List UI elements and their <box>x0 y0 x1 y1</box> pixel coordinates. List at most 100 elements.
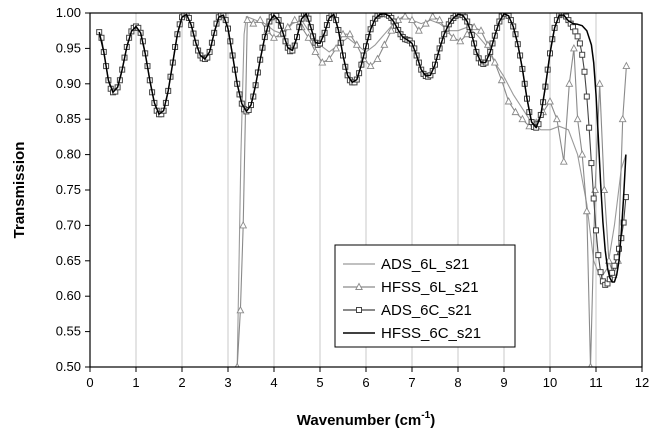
y-tick-label: 0.95 <box>56 40 81 55</box>
data-point-hfss-6l-s21 <box>401 13 410 20</box>
legend-marker-ads-6c-s21 <box>356 307 362 313</box>
data-point-ads-6c-s21 <box>586 124 593 131</box>
data-point-hfss-6l-s21 <box>270 33 278 41</box>
x-tick-label: 0 <box>86 375 93 390</box>
data-point-ads-6c-s21 <box>581 68 588 75</box>
y-tick-label: 0.85 <box>56 111 81 126</box>
data-point-hfss-6l-s21 <box>546 97 554 105</box>
x-tick-label: 6 <box>362 375 369 390</box>
data-point-hfss-6l-s21 <box>569 43 578 52</box>
data-point-hfss-6l-s21 <box>518 114 527 123</box>
data-point-hfss-6l-s21 <box>490 58 499 66</box>
data-point-ads-6c-s21 <box>609 269 616 276</box>
y-tick-label: 0.55 <box>56 324 81 339</box>
data-point-hfss-6l-s21 <box>449 33 458 41</box>
data-point-hfss-6l-s21 <box>595 79 604 87</box>
data-point-hfss-6l-s21 <box>428 13 437 20</box>
data-point-hfss-6l-s21 <box>435 15 444 24</box>
x-tick-label: 1 <box>132 375 139 390</box>
data-point-hfss-6l-s21 <box>373 54 382 62</box>
data-point-hfss-6l-s21 <box>290 15 299 24</box>
y-tick-label: 1.00 <box>56 5 81 20</box>
x-tick-label: 10 <box>543 375 557 390</box>
data-point-ads-6c-s21 <box>588 160 595 167</box>
legend-item-hfss-6c-s21: HFSS_6C_s21 <box>343 325 481 342</box>
data-point-ads-6c-s21 <box>597 269 604 276</box>
series-line-hfss-6l-s21 <box>236 15 627 367</box>
data-point-hfss-6l-s21 <box>318 58 327 66</box>
y-tick-label: 0.70 <box>56 217 81 232</box>
legend-label-hfss-6l-s21: HFSS_6L_s21 <box>381 279 479 296</box>
y-axis-title: Transmission <box>11 142 28 239</box>
legend-item-hfss-6l-s21: HFSS_6L_s21 <box>343 279 479 296</box>
data-point-hfss-6l-s21 <box>243 15 252 24</box>
x-axis-title-superscript: -1 <box>421 410 430 421</box>
data-point-hfss-6l-s21 <box>311 47 320 55</box>
x-tick-label: 8 <box>454 375 461 390</box>
data-point-hfss-6l-s21 <box>236 305 245 314</box>
y-tick-label: 0.90 <box>56 76 81 91</box>
x-tick-label: 7 <box>408 375 415 390</box>
data-point-hfss-6l-s21 <box>387 26 396 34</box>
axis-ticks: 0 1 2 3 4 5 6 7 8 9 10 11 120.500.550.600.650.700.75… <box>56 5 650 390</box>
data-point-ads-6c-s21 <box>576 40 583 47</box>
grid-lines <box>135 13 597 367</box>
x-tick-label: 3 <box>224 375 231 390</box>
data-point-hfss-6l-s21 <box>552 114 561 123</box>
x-tick-label: 11 <box>589 375 603 390</box>
series-layer <box>96 13 631 367</box>
data-point-hfss-6l-s21 <box>414 26 423 34</box>
legend: ADS_6L_s21 HFSS_6L_s21 ADS_6C_s21 HFSS_6C_s… <box>334 244 516 348</box>
data-point-hfss-6l-s21 <box>352 40 361 48</box>
data-point-hfss-6l-s21 <box>380 40 389 48</box>
data-point-hfss-6l-s21 <box>573 114 582 123</box>
data-point-hfss-6l-s21 <box>582 206 591 215</box>
series-hfss-6c-s21 <box>98 13 627 283</box>
legend-marker-hfss-6l-s21 <box>355 282 363 290</box>
data-point-hfss-6l-s21 <box>421 19 430 27</box>
data-point-hfss-6l-s21 <box>511 107 520 116</box>
data-point-hfss-6l-s21 <box>618 114 627 123</box>
data-point-ads-6c-s21 <box>583 93 590 100</box>
data-point-hfss-6l-s21 <box>283 22 292 31</box>
data-point-hfss-6l-s21 <box>504 97 513 105</box>
legend-label-ads-6l-s21: ADS_6L_s21 <box>381 256 469 273</box>
data-point-hfss-6l-s21 <box>600 185 609 193</box>
x-tick-label: 4 <box>270 375 277 390</box>
x-tick-label: 12 <box>635 375 649 390</box>
y-tick-label: 0.80 <box>56 147 81 162</box>
x-axis-title: Wavenumber (cm-1) <box>297 410 435 429</box>
data-point-hfss-6l-s21 <box>345 29 354 38</box>
data-point-ads-6c-s21 <box>579 51 586 58</box>
data-point-hfss-6l-s21 <box>256 15 265 24</box>
x-tick-label: 9 <box>500 375 507 390</box>
data-point-hfss-6l-s21 <box>559 157 568 165</box>
data-point-ads-6c-s21 <box>572 28 579 35</box>
data-point-hfss-6l-s21 <box>332 43 341 52</box>
y-tick-label: 0.75 <box>56 182 81 197</box>
x-tick-label: 5 <box>316 375 323 390</box>
y-tick-label: 0.50 <box>56 359 81 374</box>
data-point-hfss-6l-s21 <box>239 220 248 229</box>
data-point-ads-6c-s21 <box>590 195 597 202</box>
data-point-ads-6c-s21 <box>593 227 599 234</box>
legend-box <box>334 244 516 348</box>
data-point-hfss-6l-s21 <box>456 36 465 45</box>
data-point-hfss-6l-s21 <box>249 19 258 27</box>
y-tick-label: 0.65 <box>56 253 81 268</box>
data-point-ads-6c-s21 <box>620 219 627 226</box>
series-line-hfss-6c-s21 <box>98 13 627 283</box>
data-point-hfss-6l-s21 <box>565 79 574 87</box>
legend-item-ads-6c-s21: ADS_6C_s21 <box>343 302 472 319</box>
data-point-hfss-6l-s21 <box>497 75 506 84</box>
y-tick-label: 0.60 <box>56 288 81 303</box>
x-tick-label: 2 <box>178 375 185 390</box>
data-point-hfss-6l-s21 <box>578 150 587 158</box>
data-point-ads-6c-s21 <box>616 245 622 252</box>
data-point-hfss-6l-s21 <box>366 61 375 70</box>
data-point-hfss-6l-s21 <box>339 29 347 38</box>
data-point-ads-6c-s21 <box>595 252 602 259</box>
data-point-hfss-6l-s21 <box>622 61 631 70</box>
